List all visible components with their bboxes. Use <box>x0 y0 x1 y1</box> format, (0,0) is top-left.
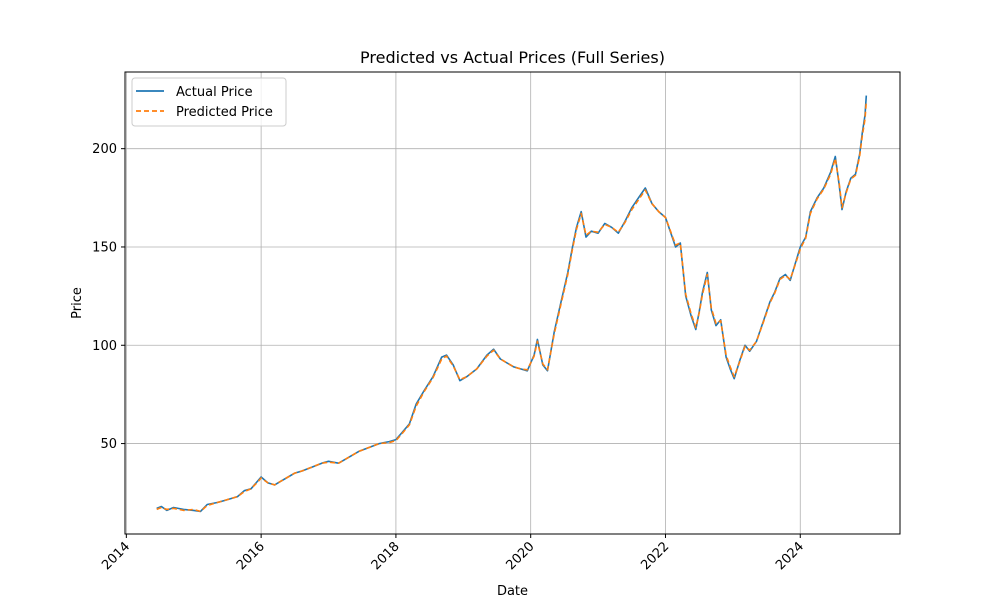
y-tick-label: 100 <box>92 339 117 354</box>
plot-frame <box>124 71 901 535</box>
legend-label-actual: Actual Price <box>176 85 253 100</box>
x-axis-label: Date <box>497 584 528 599</box>
grid-lines <box>125 72 900 534</box>
y-tick-label: 200 <box>92 142 117 157</box>
legend: Actual Price Predicted Price <box>131 77 287 127</box>
y-tick-label: 50 <box>100 437 117 452</box>
y-axis-label: Price <box>70 287 85 319</box>
series-group <box>156 95 868 513</box>
y-tick-label: 150 <box>92 240 117 255</box>
chart-title: Predicted vs Actual Prices (Full Series) <box>360 48 665 67</box>
legend-box <box>131 77 287 127</box>
legend-label-predicted: Predicted Price <box>176 105 273 120</box>
series-line-predicted <box>156 101 868 513</box>
